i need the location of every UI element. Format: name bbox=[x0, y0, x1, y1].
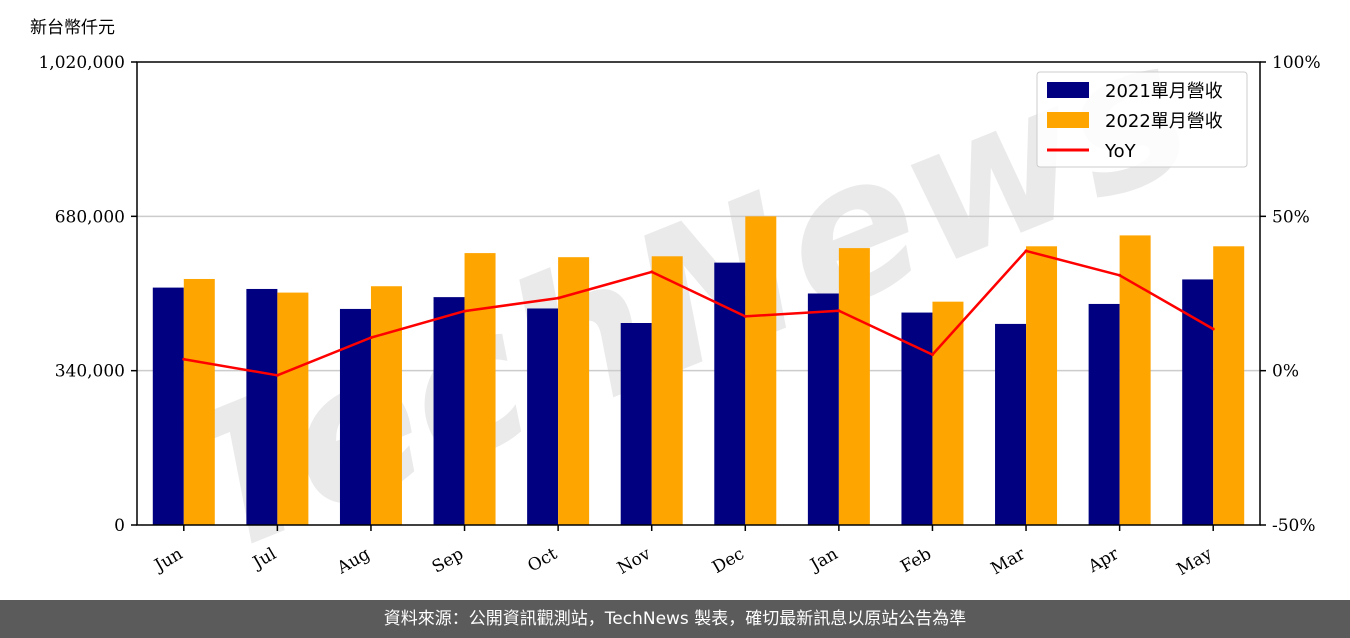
left-tick-label: 1,020,000 bbox=[38, 53, 125, 73]
left-tick-label: 680,000 bbox=[55, 207, 125, 227]
plot-frame bbox=[136, 61, 1261, 526]
bar-2021 bbox=[1088, 303, 1120, 525]
grid-lines bbox=[137, 215, 1260, 372]
bar-2021 bbox=[1182, 279, 1214, 525]
bars-layer bbox=[152, 216, 1245, 526]
bar-2022 bbox=[277, 292, 309, 525]
legend-box bbox=[1036, 71, 1248, 168]
x-tick-label: Nov bbox=[614, 544, 654, 579]
bar-2021 bbox=[995, 323, 1027, 525]
yoy-point bbox=[182, 357, 186, 361]
bar-2021 bbox=[714, 262, 746, 525]
left-tick-label: 0 bbox=[114, 516, 125, 536]
x-tick-label: Sep bbox=[429, 544, 467, 578]
left-tick-label: 340,000 bbox=[55, 362, 125, 382]
bar-2021 bbox=[246, 288, 278, 525]
yoy-point bbox=[1024, 249, 1028, 253]
x-tick-label: Apr bbox=[1084, 544, 1123, 578]
yoy-point bbox=[743, 314, 747, 318]
bar-2022 bbox=[932, 301, 964, 525]
yoy-point bbox=[1211, 327, 1215, 331]
bar-2021 bbox=[527, 308, 559, 525]
right-tick-label: 100% bbox=[1272, 53, 1321, 73]
bar-2021 bbox=[901, 312, 933, 525]
bar-2022 bbox=[1026, 246, 1058, 525]
legend-label: 2022單月營收 bbox=[1105, 111, 1223, 132]
x-tick-label: Jun bbox=[150, 544, 187, 577]
bar-2022 bbox=[183, 278, 215, 525]
bar-2021 bbox=[339, 308, 371, 525]
right-tick-label: -50% bbox=[1272, 516, 1316, 536]
x-tick-label: Feb bbox=[897, 544, 935, 577]
x-tick-label: May bbox=[1174, 544, 1217, 580]
yoy-point bbox=[837, 309, 841, 313]
legend-label: YoY bbox=[1104, 141, 1137, 162]
x-tick-label: Mar bbox=[988, 544, 1030, 580]
yoy-point bbox=[556, 296, 560, 300]
bar-2022 bbox=[838, 248, 870, 525]
yoy-point bbox=[650, 270, 654, 274]
unit-label: 新台幣仟元 bbox=[30, 18, 115, 38]
legend-swatch bbox=[1047, 82, 1089, 98]
legend-swatch bbox=[1047, 112, 1089, 128]
bar-2022 bbox=[370, 286, 402, 525]
revenue-chart: TechNews 0340,000680,0001,020,000-50%0%5… bbox=[30, 0, 1321, 598]
right-tick-label: 0% bbox=[1272, 362, 1299, 382]
yoy-line bbox=[183, 249, 1214, 377]
yoy-point bbox=[1118, 273, 1122, 277]
bar-2021 bbox=[152, 287, 184, 525]
bar-2021 bbox=[807, 293, 839, 525]
right-tick-label: 50% bbox=[1272, 207, 1310, 227]
x-tick-label: Oct bbox=[524, 544, 560, 577]
bar-2022 bbox=[745, 216, 777, 526]
bar-2022 bbox=[464, 253, 496, 525]
bar-2021 bbox=[433, 297, 465, 525]
x-tick-label: Jan bbox=[805, 544, 841, 576]
bar-2022 bbox=[651, 256, 683, 525]
legend-label: 2021單月營收 bbox=[1105, 81, 1223, 102]
bar-2022 bbox=[1213, 246, 1245, 525]
yoy-point bbox=[463, 309, 467, 313]
yoy-point bbox=[369, 336, 373, 340]
bar-2021 bbox=[620, 323, 652, 525]
yoy-point bbox=[930, 353, 934, 357]
bar-2022 bbox=[558, 257, 590, 525]
x-tick-label: Dec bbox=[709, 544, 748, 578]
yoy-line-layer bbox=[182, 249, 1215, 377]
legend: 2021單月營收 2022單月營收 YoY bbox=[1036, 71, 1248, 168]
yoy-point bbox=[275, 373, 279, 377]
source-footer: 資料來源：公開資訊觀測站，TechNews 製表，確切最新訊息以原站公告為準 bbox=[0, 600, 1350, 638]
